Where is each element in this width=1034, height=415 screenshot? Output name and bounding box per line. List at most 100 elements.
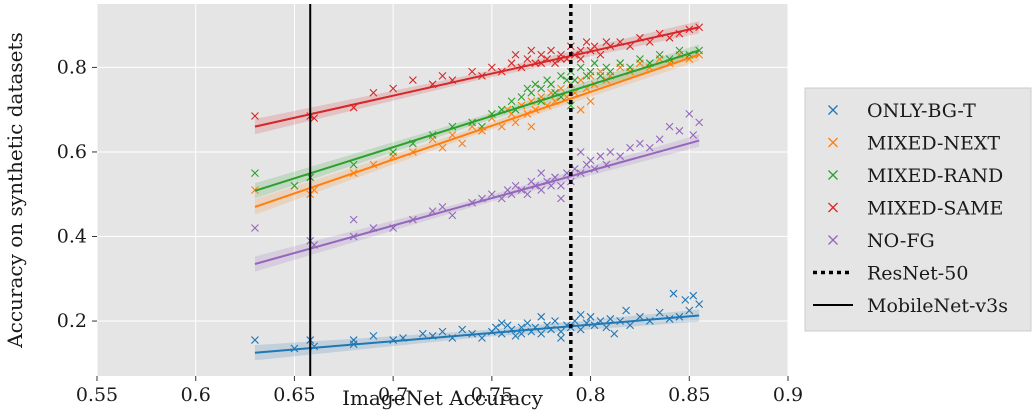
- data-point: [527, 88, 536, 97]
- data-point: [636, 139, 644, 148]
- data-point: [665, 33, 674, 42]
- data-point: [389, 84, 398, 93]
- data-point: [576, 310, 585, 319]
- data-point: [586, 97, 595, 106]
- y-tick-label: 0.2: [57, 310, 87, 332]
- data-point: [389, 336, 398, 344]
- data-point: [695, 118, 704, 127]
- data-point: [497, 122, 506, 131]
- y-tick-label: 0.6: [57, 141, 87, 163]
- data-point: [527, 122, 536, 131]
- data-point: [487, 63, 496, 72]
- data-point: [695, 300, 704, 309]
- fit-line: [254, 53, 700, 208]
- data-point: [438, 327, 447, 336]
- data-point: [438, 203, 447, 211]
- y-tick-label: 0.4: [57, 226, 87, 248]
- data-point: [586, 67, 595, 76]
- data-point: [596, 152, 605, 161]
- data-point: [369, 331, 378, 340]
- data-point: [511, 118, 520, 127]
- data-point: [547, 46, 555, 55]
- legend-label: MobileNet-v3s: [867, 295, 1008, 317]
- x-tick-label: 0.6: [181, 384, 211, 406]
- data-point: [448, 211, 457, 220]
- data-point: [290, 181, 299, 190]
- data-point: [511, 50, 520, 59]
- data-point: [576, 63, 585, 72]
- data-point: [626, 143, 634, 152]
- data-point: [418, 329, 427, 338]
- legend-marker-x: [828, 170, 838, 180]
- data-point: [511, 331, 520, 340]
- data-point: [576, 55, 585, 63]
- data-point: [557, 181, 565, 190]
- data-point: [349, 160, 358, 169]
- data-point: [251, 224, 259, 232]
- legend-box: [804, 87, 1032, 332]
- data-point: [468, 67, 477, 76]
- data-point: [408, 76, 417, 84]
- data-point: [616, 317, 625, 325]
- data-point: [537, 329, 546, 338]
- fit-line: [254, 26, 700, 128]
- data-point: [507, 59, 516, 68]
- fit-line: [254, 139, 700, 265]
- data-point: [507, 97, 516, 106]
- x-tick-label: 0.65: [273, 384, 315, 406]
- data-point: [576, 325, 585, 334]
- data-point: [458, 325, 467, 334]
- fit-line: [254, 314, 700, 354]
- data-point: [389, 148, 398, 156]
- data-point: [349, 215, 358, 224]
- data-point: [602, 323, 611, 332]
- data-point: [675, 46, 684, 55]
- data-point: [622, 306, 630, 315]
- gridlines: [96, 4, 789, 376]
- legend-label: NO-FG: [867, 230, 935, 252]
- data-point: [511, 181, 520, 190]
- data-point: [596, 71, 605, 80]
- data-point: [576, 105, 585, 114]
- data-point: [582, 38, 591, 46]
- data-point: [557, 71, 565, 80]
- y-axis-label: Accuracy on synthetic datasets: [3, 32, 27, 349]
- data-point: [616, 59, 625, 68]
- data-point: [547, 181, 555, 190]
- data-point: [438, 71, 447, 80]
- data-point: [438, 143, 447, 152]
- data-point: [517, 93, 526, 101]
- legend: ONLY-BG-T MIXED-NEXT MIXED-RAND MIXED-SAME N…: [804, 87, 1032, 332]
- data-point: [610, 329, 619, 338]
- legend-marker-x: [828, 235, 838, 245]
- data-point: [537, 50, 546, 59]
- data-point: [616, 152, 625, 161]
- data-point: [655, 308, 664, 317]
- x-axis-label: ImageNet Accuracy: [342, 386, 544, 410]
- data-point: [557, 84, 565, 93]
- data-point: [606, 67, 615, 76]
- data-point: [523, 190, 532, 199]
- data-point: [448, 131, 457, 139]
- data-point: [655, 135, 664, 144]
- x-tick-label: 0.9: [773, 384, 803, 406]
- data-point: [626, 63, 634, 72]
- data-point: [596, 50, 605, 59]
- y-tick-label: 0.8: [57, 56, 87, 78]
- data-point: [655, 50, 664, 59]
- data-point: [537, 84, 546, 93]
- data-point: [626, 321, 634, 330]
- x-tick-label: 0.55: [76, 384, 118, 406]
- legend-label: ONLY-BG-T: [867, 100, 976, 122]
- data-point: [310, 114, 319, 123]
- x-tick-label: 0.7: [378, 384, 408, 406]
- data-point: [586, 156, 595, 165]
- legend-label: MIXED-RAND: [867, 165, 1003, 187]
- fit-lines: [254, 26, 700, 354]
- data-point: [547, 80, 555, 89]
- data-point: [537, 312, 546, 321]
- data-point: [689, 291, 698, 300]
- legend-marker-x: [828, 202, 838, 213]
- x-tick-label: 0.8: [575, 384, 605, 406]
